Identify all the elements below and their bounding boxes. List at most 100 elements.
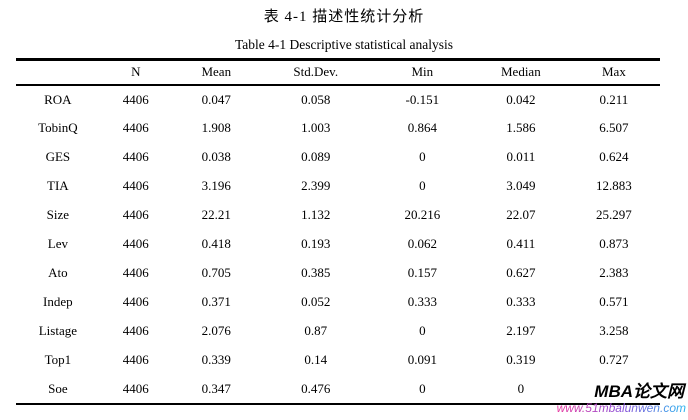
cell-value: 0.038 [201, 149, 231, 164]
cell-value: 0.011 [506, 149, 536, 164]
cell-value: 0.627 [506, 265, 536, 280]
column-header: Mean [201, 64, 232, 80]
cell-value: 6.507 [599, 120, 629, 135]
descriptive-statistics-table: N Mean Std.Dev. Min Median Max ROA 4406 0.047 0.… [16, 58, 660, 405]
cell-value: 4406 [122, 352, 149, 367]
cell-value: 25.297 [596, 207, 632, 222]
table-row: TIA 4406 3.196 2.399 0 3.049 12.883 [16, 172, 660, 201]
row-label: Soe [48, 380, 68, 396]
cell-value: 4406 [122, 120, 149, 135]
header-row: N Mean Std.Dev. Min Median Max [16, 60, 660, 85]
cell-value: 2.383 [599, 265, 629, 280]
cell-value: 0.864 [407, 120, 437, 135]
cell-value: 0.319 [506, 352, 536, 367]
cell-value: 0.052 [301, 294, 331, 309]
cell-value: 0.333 [506, 294, 536, 309]
cell-value: 0.705 [201, 265, 231, 280]
cell-value: 0.873 [599, 236, 629, 251]
row-label: Listage [38, 323, 77, 338]
cell-value: 4406 [122, 91, 149, 107]
table-row: GES 4406 0.038 0.089 0 0.011 0.624 [16, 143, 660, 172]
cell-value: 0.347 [201, 380, 231, 396]
cell-value: 0.157 [407, 265, 437, 280]
cell-value: 0.193 [301, 236, 331, 251]
column-header: Median [500, 64, 541, 80]
cell-value: 0 [419, 149, 426, 164]
cell-value: 4406 [122, 236, 149, 251]
cell-value: 4406 [122, 149, 149, 164]
cell-value: 2.399 [301, 178, 331, 193]
table-row: Size 4406 22.21 1.132 20.216 22.07 25.297 [16, 201, 660, 230]
cell-value: 0.385 [301, 265, 331, 280]
row-label: ROA [44, 91, 72, 107]
cell-value: 4406 [122, 207, 149, 222]
cell-value: 12.883 [596, 178, 632, 193]
row-label: Indep [43, 294, 73, 309]
table-row: Indep 4406 0.371 0.052 0.333 0.333 0.571 [16, 288, 660, 317]
cell-value: 4406 [122, 323, 149, 338]
table-caption-chinese: 表 4-1 描述性统计分析 [263, 9, 425, 25]
cell-value: 0.089 [301, 149, 331, 164]
table-header: N Mean Std.Dev. Min Median Max [16, 60, 660, 85]
cell-value: 0.371 [201, 294, 231, 309]
row-label: Lev [47, 236, 68, 251]
cell-value: 0 [419, 323, 426, 338]
cell-value: 0.211 [599, 91, 629, 107]
cell-value: 3.196 [201, 178, 231, 193]
table-row: Soe 4406 0.347 0.476 0 0 [16, 375, 660, 404]
cell-value: 0.091 [407, 352, 437, 367]
cell-value: 0.476 [301, 380, 331, 396]
table-caption-english: Table 4-1 Descriptive statistical analys… [235, 37, 453, 52]
cell-value: 0 [517, 380, 525, 396]
row-label: Ato [48, 265, 68, 280]
cell-value: 0.411 [506, 236, 536, 251]
column-header: Std.Dev. [293, 64, 339, 80]
cell-value: 0.339 [201, 352, 231, 367]
cell-value: 1.586 [506, 120, 536, 135]
cell-value: 2.197 [506, 323, 536, 338]
table-row: Lev 4406 0.418 0.193 0.062 0.411 0.873 [16, 230, 660, 259]
table-row: Ato 4406 0.705 0.385 0.157 0.627 2.383 [16, 259, 660, 288]
cell-value: 0.058 [301, 91, 331, 107]
cell-value: 0.571 [599, 294, 629, 309]
cell-value: 3.049 [506, 178, 536, 193]
cell-value: 1.132 [301, 207, 331, 222]
cell-value: 3.258 [599, 323, 629, 338]
column-header: Min [411, 64, 434, 80]
row-label: GES [45, 149, 71, 164]
row-label: TobinQ [38, 120, 78, 135]
table-body: ROA 4406 0.047 0.058 -0.151 0.042 0.211 TobinQ 4… [16, 85, 660, 404]
cell-value: 22.21 [201, 207, 231, 222]
cell-value: 4406 [122, 265, 149, 280]
cell-value: 0.14 [304, 352, 328, 367]
cell-value: 1.003 [301, 120, 331, 135]
cell-value: 0.418 [201, 236, 231, 251]
cell-value: 4406 [122, 294, 149, 309]
column-header: Max [602, 64, 626, 80]
cell-value: 4406 [122, 178, 149, 193]
cell-value: 22.07 [506, 207, 536, 222]
table-row: Listage 4406 2.076 0.87 0 2.197 3.258 [16, 317, 660, 346]
cell-value: 4406 [122, 380, 149, 396]
cell-value: 0.87 [304, 323, 328, 338]
cell-value: 0.042 [506, 91, 536, 107]
cell-value: 0.624 [599, 149, 629, 164]
cell-value: 0.727 [599, 352, 629, 367]
cell-value: 0 [419, 178, 426, 193]
cell-value: 0 [419, 380, 426, 396]
cell-value: 20.216 [404, 207, 441, 222]
column-header: N [131, 64, 141, 80]
cell-value: -0.151 [405, 91, 440, 107]
row-label: Top1 [44, 352, 72, 367]
table-row: ROA 4406 0.047 0.058 -0.151 0.042 0.211 [16, 85, 660, 114]
row-label: Size [46, 207, 70, 222]
cell-value: 1.908 [201, 120, 231, 135]
cell-value: 2.076 [201, 323, 231, 338]
table-row: TobinQ 4406 1.908 1.003 0.864 1.586 6.507 [16, 114, 660, 143]
cell-value: 0.333 [407, 294, 437, 309]
row-label: TIA [47, 178, 69, 193]
cell-value: 0.062 [407, 236, 437, 251]
row-label-column-header [16, 60, 100, 85]
cell-value: 0.047 [201, 91, 231, 107]
